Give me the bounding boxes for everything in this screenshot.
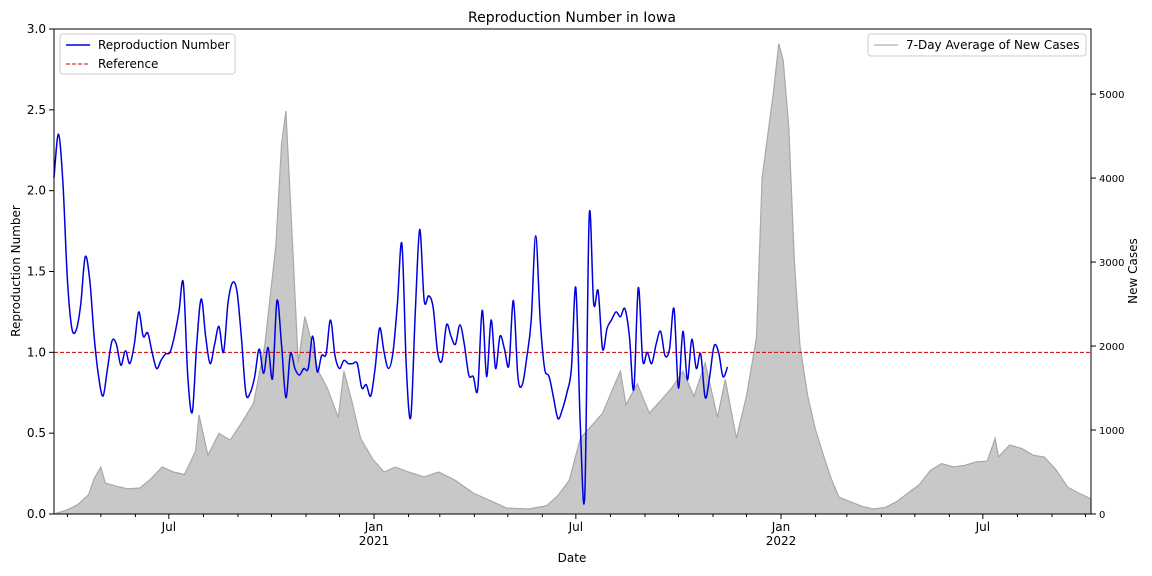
y-tick-label: 2.5 bbox=[27, 103, 46, 117]
chart-title: Reproduction Number in Iowa bbox=[468, 10, 676, 26]
legend-left: Reproduction Number Reference bbox=[59, 33, 236, 75]
plot-frame bbox=[53, 28, 1092, 515]
new-cases-layer bbox=[53, 43, 1092, 515]
new-cases-area bbox=[54, 43, 1091, 514]
reproduction-line bbox=[53, 133, 729, 505]
y2-tick-label: 0 bbox=[1099, 510, 1105, 521]
legend-left-box bbox=[59, 33, 236, 75]
y-tick-label: 3.0 bbox=[27, 22, 46, 36]
y-tick-label: 0.0 bbox=[27, 507, 46, 521]
y-axis-right: 0 1000 2000 3000 4000 5000 bbox=[1091, 90, 1124, 521]
x-tick-label: Jan bbox=[364, 520, 384, 534]
y-axis-title: Reproduction Number bbox=[9, 205, 23, 337]
reproduction-layer bbox=[53, 133, 729, 505]
y2-tick-label: 1000 bbox=[1099, 426, 1124, 437]
y-axis-left: 0.0 0.5 1.0 1.5 2.0 2.5 3.0 bbox=[27, 22, 54, 521]
y2-tick-label: 4000 bbox=[1099, 174, 1124, 185]
y-tick-label: 2.0 bbox=[27, 184, 46, 198]
new-cases-line bbox=[53, 43, 1092, 515]
x-tick-year-label: 2021 bbox=[359, 534, 390, 548]
y2-tick-label: 3000 bbox=[1099, 258, 1124, 269]
legend-label-reference: Reference bbox=[98, 57, 158, 71]
y-tick-label: 0.5 bbox=[27, 426, 46, 440]
x-axis-title: Date bbox=[558, 551, 587, 565]
legend-right-box bbox=[867, 33, 1087, 57]
y2-axis-title: New Cases bbox=[1126, 238, 1140, 304]
legend-label-reproduction: Reproduction Number bbox=[98, 38, 230, 52]
y-tick-label: 1.0 bbox=[27, 345, 46, 359]
x-tick-label: Jul bbox=[161, 520, 176, 534]
y2-tick-label: 2000 bbox=[1099, 342, 1124, 353]
x-tick-label: Jul bbox=[568, 520, 583, 534]
x-tick-label: Jul bbox=[975, 520, 990, 534]
legend-label-new-cases: 7-Day Average of New Cases bbox=[906, 38, 1080, 52]
legend-right: 7-Day Average of New Cases bbox=[867, 33, 1087, 57]
x-tick-year-label: 2022 bbox=[766, 534, 797, 548]
x-tick-label: Jan bbox=[771, 520, 791, 534]
y2-tick-label: 5000 bbox=[1099, 90, 1124, 101]
y-tick-label: 1.5 bbox=[27, 265, 46, 279]
